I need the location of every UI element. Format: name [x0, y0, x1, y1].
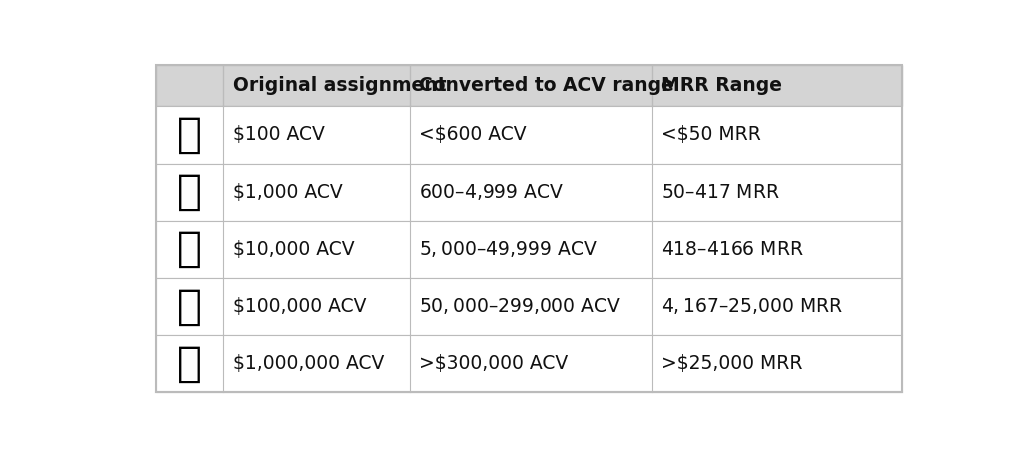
Text: $100 ACV: $100 ACV: [232, 126, 325, 144]
Text: >$300,000 ACV: >$300,000 ACV: [419, 354, 568, 373]
Bar: [156, 163, 902, 221]
Text: 🦌: 🦌: [177, 228, 202, 270]
Text: MRR Range: MRR Range: [662, 76, 782, 95]
Bar: [156, 106, 902, 163]
Text: <$600 ACV: <$600 ACV: [419, 126, 527, 144]
Text: >$25,000 MRR: >$25,000 MRR: [662, 354, 803, 373]
Text: $1,000 ACV: $1,000 ACV: [232, 183, 342, 202]
Bar: [156, 335, 902, 392]
Text: $10,000 ACV: $10,000 ACV: [232, 240, 354, 259]
Text: $5,000 – $49,999 ACV: $5,000 – $49,999 ACV: [419, 239, 598, 259]
Bar: [156, 278, 902, 335]
Text: 🐳: 🐳: [177, 343, 202, 385]
Text: $1,000,000 ACV: $1,000,000 ACV: [232, 354, 384, 373]
Text: $50,000 – $299,000 ACV: $50,000 – $299,000 ACV: [419, 297, 622, 317]
Text: 🐇: 🐇: [177, 171, 202, 213]
Text: Original assignment: Original assignment: [232, 76, 446, 95]
Text: $4,167 – $25,000 MRR: $4,167 – $25,000 MRR: [662, 297, 844, 317]
Text: $418 – $4166 MRR: $418 – $4166 MRR: [662, 240, 804, 259]
Text: 🐘: 🐘: [177, 285, 202, 327]
Text: $50 – $417 MRR: $50 – $417 MRR: [662, 183, 780, 202]
Text: 🐁: 🐁: [177, 114, 202, 156]
Bar: [156, 65, 902, 106]
Text: Converted to ACV range: Converted to ACV range: [419, 76, 674, 95]
Text: <$50 MRR: <$50 MRR: [662, 126, 761, 144]
Bar: [156, 221, 902, 278]
Text: $100,000 ACV: $100,000 ACV: [232, 297, 367, 316]
Text: $600 – $4,999 ACV: $600 – $4,999 ACV: [419, 182, 564, 202]
